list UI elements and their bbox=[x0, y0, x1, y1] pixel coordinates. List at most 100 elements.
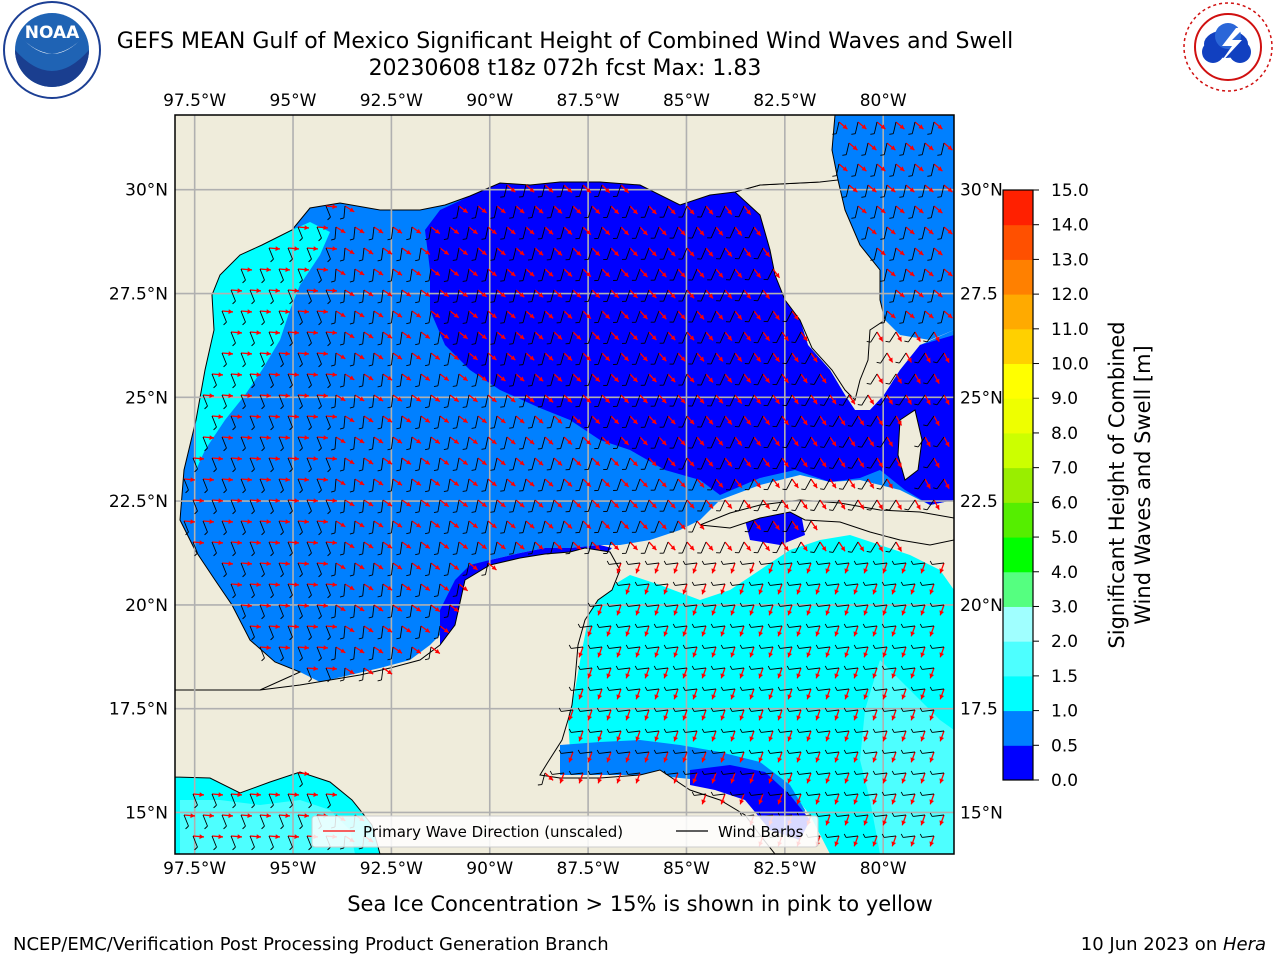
wave-direction-arrowhead bbox=[529, 397, 535, 403]
wave-direction-arrowhead bbox=[872, 715, 877, 721]
wind-barb-staff bbox=[723, 688, 736, 691]
wave-direction-arrowhead bbox=[635, 778, 640, 784]
wave-direction-arrowhead bbox=[929, 757, 934, 763]
wave-direction-arrowhead bbox=[578, 736, 583, 742]
wind-barb-staff bbox=[846, 709, 859, 712]
wind-barb-staff bbox=[493, 373, 498, 386]
wind-barb-staff bbox=[675, 583, 688, 586]
wind-barb-staff bbox=[930, 205, 935, 218]
wave-direction-arrowhead bbox=[462, 208, 468, 213]
wave-direction-arrowhead bbox=[746, 419, 751, 425]
wave-direction-arrowhead bbox=[304, 645, 309, 650]
wind-barb-staff bbox=[230, 499, 236, 512]
wind-barb-staff bbox=[666, 604, 679, 607]
wave-direction-arrowhead bbox=[623, 440, 629, 445]
wave-direction-arrowhead bbox=[604, 229, 610, 235]
lon-tick-label-top: 90°W bbox=[466, 91, 513, 111]
wind-barb-staff bbox=[628, 730, 641, 733]
wave-direction-arrowhead bbox=[538, 334, 544, 340]
wave-direction-arrowhead bbox=[519, 334, 525, 340]
wave-direction-arrowhead bbox=[928, 313, 934, 319]
wind-barb-staff bbox=[456, 205, 460, 218]
wind-barb-staff bbox=[704, 688, 717, 691]
wave-direction-arrowhead bbox=[604, 187, 610, 193]
wind-barb-flag bbox=[299, 363, 303, 368]
wave-direction-arrowhead bbox=[378, 396, 384, 402]
wind-barb-staff bbox=[675, 625, 688, 628]
wind-barb-flag bbox=[232, 552, 236, 557]
wave-direction-arrowhead bbox=[871, 229, 877, 235]
wave-direction-arrowhead bbox=[947, 187, 953, 193]
wind-barb-staff bbox=[306, 583, 312, 596]
wind-barb-flag bbox=[891, 560, 895, 565]
wind-barb-staff bbox=[757, 415, 764, 427]
wave-direction-arrowhead bbox=[758, 715, 763, 721]
wave-direction-arrowhead bbox=[199, 792, 204, 797]
wind-barb-staff bbox=[663, 499, 669, 512]
wind-barb-staff bbox=[362, 541, 365, 554]
wind-barb-staff bbox=[625, 331, 631, 344]
wave-direction-arrowhead bbox=[689, 461, 695, 467]
wave-direction-arrowhead bbox=[727, 251, 732, 257]
wave-direction-arrowhead bbox=[910, 757, 915, 763]
wind-barb-staff bbox=[493, 289, 498, 302]
wave-direction-arrowhead bbox=[711, 694, 716, 700]
wind-barb-staff bbox=[713, 583, 726, 586]
wind-barb-staff bbox=[700, 205, 707, 218]
wind-barb-flag bbox=[308, 384, 312, 389]
wave-direction-arrowhead bbox=[332, 330, 337, 335]
wind-barb-staff bbox=[930, 247, 935, 260]
wind-barb-flag bbox=[358, 301, 363, 304]
wind-barb-staff bbox=[287, 793, 293, 806]
colorbar-swatch bbox=[1003, 606, 1033, 642]
wave-direction-arrowhead bbox=[209, 435, 214, 440]
wave-direction-arrowhead bbox=[434, 397, 440, 402]
wind-barb-flag bbox=[349, 532, 354, 535]
wind-barb-staff bbox=[789, 583, 802, 586]
noaa-logo-text: NOAA bbox=[25, 23, 80, 43]
wave-direction-arrowhead bbox=[901, 736, 906, 742]
wind-barb-staff bbox=[780, 604, 793, 607]
wave-direction-arrowhead bbox=[266, 645, 271, 650]
wave-direction-arrowhead bbox=[749, 778, 754, 784]
lon-tick-label-bottom: 87.5°W bbox=[557, 859, 620, 879]
colorbar-swatch bbox=[1003, 398, 1033, 434]
wind-barb-flag bbox=[424, 238, 430, 241]
wind-barb-staff bbox=[894, 646, 907, 649]
wave-direction-arrowhead bbox=[209, 477, 214, 482]
wave-direction-arrowhead bbox=[928, 187, 934, 193]
wave-direction-arrowhead bbox=[538, 250, 544, 256]
wave-direction-arrowhead bbox=[718, 440, 723, 446]
wind-barb-flag bbox=[368, 364, 373, 367]
wave-direction-arrowhead bbox=[285, 267, 290, 272]
wind-barb-flag bbox=[377, 637, 382, 640]
wind-barb-flag bbox=[452, 301, 457, 303]
map-panel: Primary Wave Direction (unscaled) Wind B… bbox=[109, 91, 1003, 879]
wind-barb-flag bbox=[866, 467, 871, 469]
wave-direction-arrowhead bbox=[644, 757, 649, 763]
wind-barb-flag bbox=[872, 770, 876, 775]
wind-barb-flag bbox=[870, 133, 875, 135]
wave-direction-arrowhead bbox=[597, 736, 602, 742]
wind-barb-flag bbox=[933, 445, 938, 448]
wind-barb-staff bbox=[851, 415, 859, 427]
wave-direction-arrowhead bbox=[359, 438, 365, 443]
wind-barb-flag bbox=[847, 425, 852, 427]
wind-barb-flag bbox=[204, 531, 208, 536]
wind-barb-staff bbox=[541, 478, 546, 491]
wind-barb-staff bbox=[297, 478, 303, 491]
wind-barb-staff bbox=[268, 457, 274, 470]
wind-barb-staff bbox=[644, 541, 650, 554]
wind-barb-flag bbox=[443, 616, 448, 618]
wind-barb-staff bbox=[691, 268, 698, 281]
wind-barb-staff bbox=[770, 667, 783, 670]
wind-barb-staff bbox=[865, 751, 878, 754]
wave-direction-arrowhead bbox=[689, 377, 695, 383]
wave-direction-arrowhead bbox=[680, 356, 686, 362]
wind-barb-staff bbox=[685, 562, 698, 565]
wind-barb-staff bbox=[606, 331, 612, 344]
wave-direction-arrowhead bbox=[237, 288, 242, 293]
wave-direction-arrowhead bbox=[209, 519, 214, 524]
wind-barb-staff bbox=[823, 394, 831, 406]
wind-barb-flag bbox=[796, 602, 800, 607]
